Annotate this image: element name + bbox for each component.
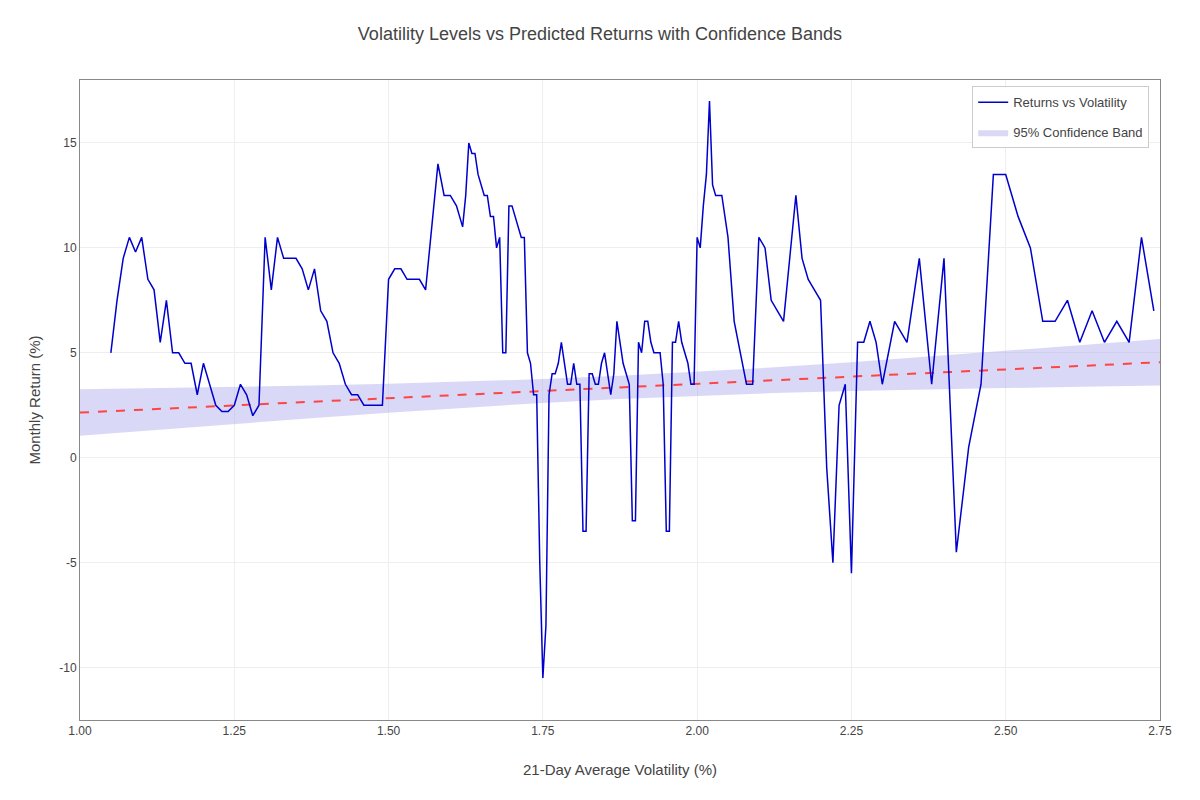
svg-text:1.75: 1.75 (531, 724, 555, 738)
svg-text:2.50: 2.50 (994, 724, 1018, 738)
svg-text:10: 10 (63, 241, 77, 255)
svg-text:2.75: 2.75 (1148, 724, 1172, 738)
svg-text:95% Confidence Band: 95% Confidence Band (1013, 125, 1142, 140)
svg-text:-10: -10 (59, 661, 77, 675)
svg-text:5: 5 (70, 346, 77, 360)
svg-text:21-Day Average Volatility (%): 21-Day Average Volatility (%) (523, 761, 717, 778)
svg-text:1.00: 1.00 (68, 724, 92, 738)
svg-text:Volatility Levels vs Predicted: Volatility Levels vs Predicted Returns w… (358, 24, 842, 44)
svg-text:1.50: 1.50 (377, 724, 401, 738)
svg-text:1.25: 1.25 (223, 724, 247, 738)
svg-text:0: 0 (70, 451, 77, 465)
svg-text:2.00: 2.00 (685, 724, 709, 738)
svg-text:Monthly Return (%): Monthly Return (%) (26, 335, 43, 464)
svg-text:-5: -5 (66, 556, 77, 570)
svg-text:Returns vs Volatility: Returns vs Volatility (1013, 95, 1127, 110)
svg-text:15: 15 (63, 136, 77, 150)
svg-text:2.25: 2.25 (840, 724, 864, 738)
